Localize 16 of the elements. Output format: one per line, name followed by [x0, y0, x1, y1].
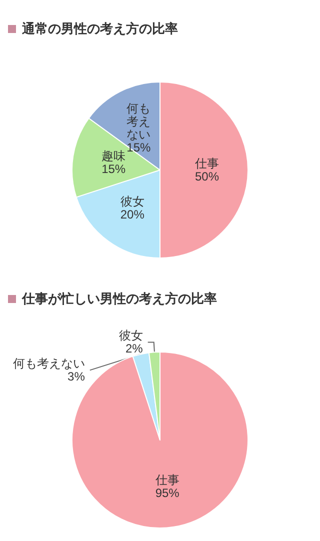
data-label: 50%: [194, 170, 220, 184]
chart-title: 通常の男性の考え方の比率: [22, 20, 178, 38]
data-label: 3%: [68, 370, 86, 384]
data-label: 15%: [102, 162, 126, 176]
slice-label: 彼女: [120, 194, 144, 209]
data-label: 20%: [120, 208, 145, 222]
slice-label: 何も考えない: [126, 102, 151, 142]
slice-label: 何も考えない: [12, 356, 85, 371]
data-label: 15%: [126, 140, 151, 155]
slice-label: 仕事: [194, 156, 219, 170]
slice-label: 彼女: [118, 328, 143, 343]
data-label: 95%: [155, 486, 180, 500]
slice-label: 趣味: [102, 149, 126, 164]
data-label: 2%: [126, 342, 144, 356]
chart-title: 仕事が忙しい男性の考え方の比率: [22, 290, 217, 308]
slice-label: 仕事: [154, 472, 180, 487]
